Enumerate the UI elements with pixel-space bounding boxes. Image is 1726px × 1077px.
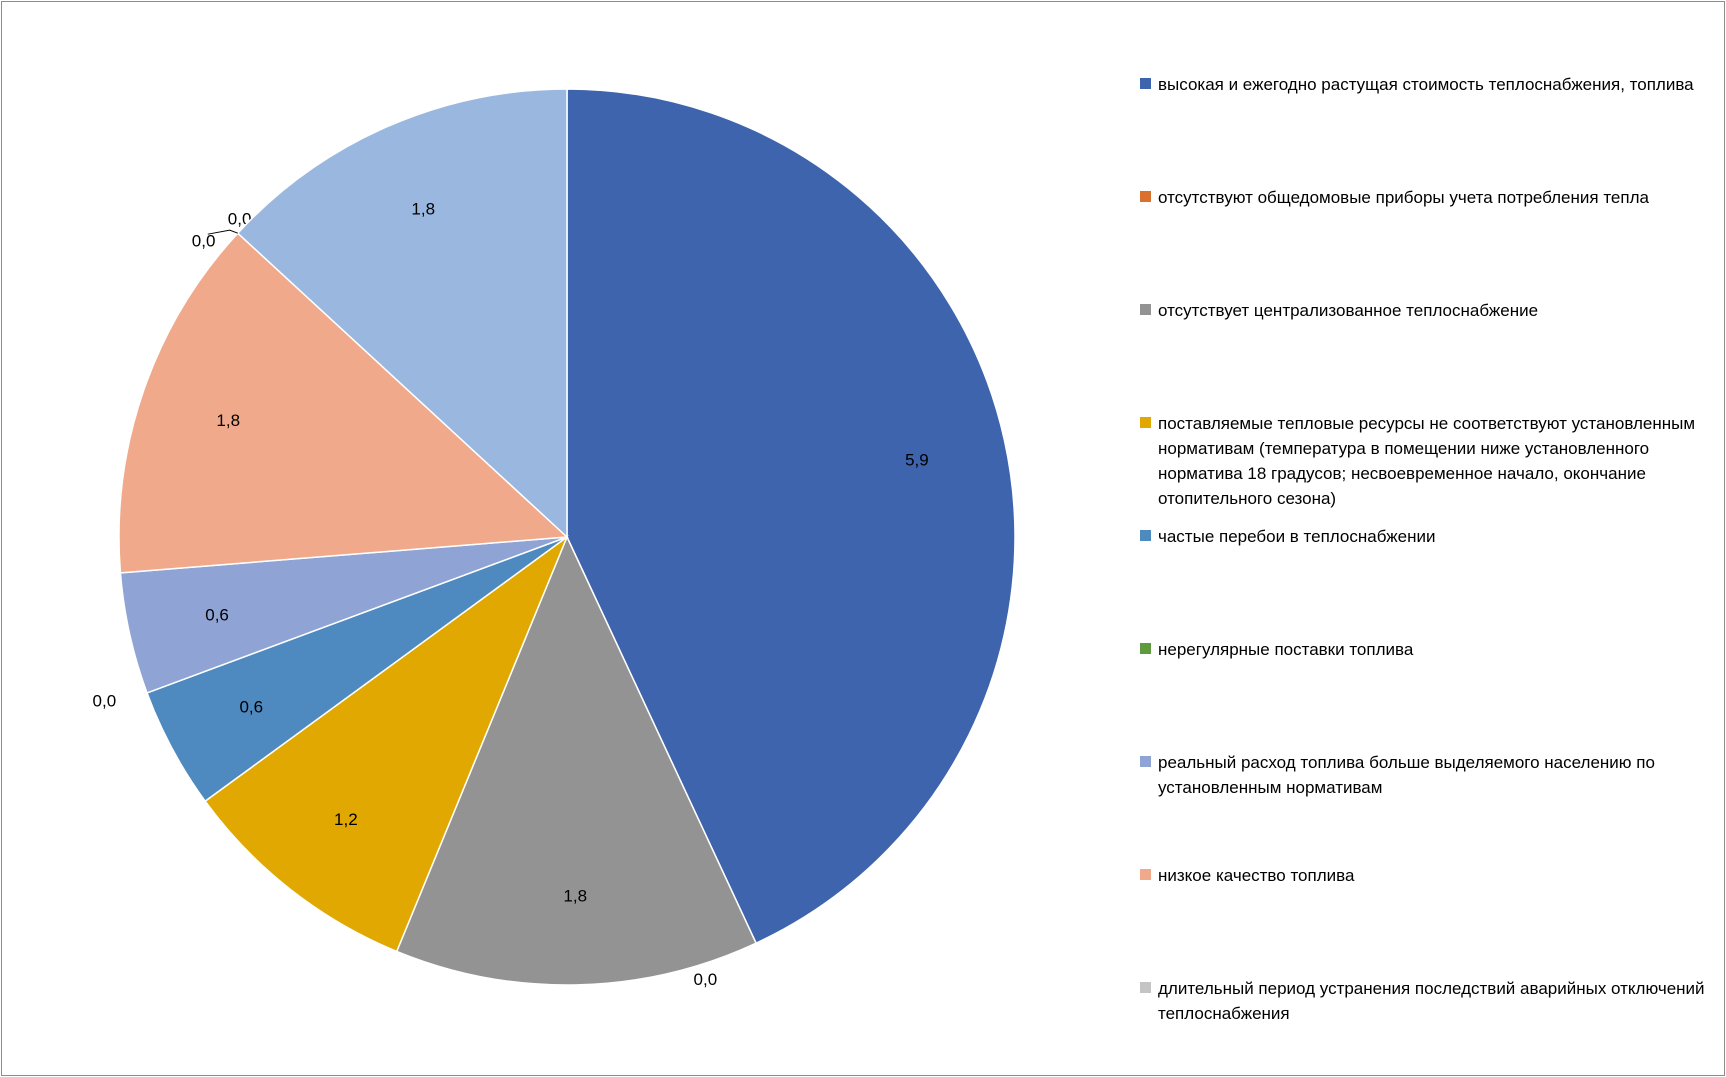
legend-item: нерегулярные поставки топлива — [1140, 637, 1720, 662]
legend-label: низкое качество топлива — [1158, 866, 1355, 885]
data-label: 0,0 — [694, 970, 718, 989]
data-label: 0,0 — [192, 231, 216, 250]
legend-item: частые перебои в теплоснабжении — [1140, 524, 1720, 549]
data-label: 0,6 — [205, 605, 229, 624]
legend-item: длительный период устранения последствий… — [1140, 976, 1720, 1026]
legend-item: отсутствует централизованное теплоснабже… — [1140, 298, 1720, 323]
legend-swatch — [1140, 191, 1151, 202]
legend-label: высокая и ежегодно растущая стоимость те… — [1158, 75, 1694, 94]
legend-label: нерегулярные поставки топлива — [1158, 640, 1414, 659]
legend-item: реальный расход топлива больше выделяемо… — [1140, 750, 1720, 800]
legend-label: частые перебои в теплоснабжении — [1158, 527, 1436, 546]
legend-swatch — [1140, 869, 1151, 880]
pie-slice — [395, 535, 758, 986]
data-label: 0,0 — [93, 692, 117, 711]
legend-label: отсутствуют общедомовые приборы учета по… — [1158, 188, 1649, 207]
data-label: 1,8 — [563, 886, 587, 905]
data-label: 1,8 — [411, 200, 435, 219]
legend-label: длительный период устранения последствий… — [1158, 979, 1705, 1023]
legend-swatch — [1140, 304, 1151, 315]
legend-item: поставляемые тепловые ресурсы не соответ… — [1140, 411, 1720, 511]
pie-slice — [118, 232, 569, 574]
legend: высокая и ежегодно растущая стоимость те… — [1140, 0, 1720, 1077]
data-label: 1,2 — [334, 810, 358, 829]
data-label: 1,8 — [216, 411, 240, 430]
legend-swatch — [1140, 643, 1151, 654]
legend-label: реальный расход топлива больше выделяемо… — [1158, 753, 1655, 797]
data-label: 0,0 — [228, 209, 252, 228]
legend-item: высокая и ежегодно растущая стоимость те… — [1140, 72, 1720, 97]
legend-label: поставляемые тепловые ресурсы не соответ… — [1158, 414, 1696, 508]
legend-label: отсутствует централизованное теплоснабже… — [1158, 301, 1539, 320]
data-label: 5,9 — [905, 451, 929, 470]
legend-swatch — [1140, 756, 1151, 767]
legend-swatch — [1140, 982, 1151, 993]
data-label: 0,6 — [239, 698, 263, 717]
legend-swatch — [1140, 78, 1151, 89]
legend-item: низкое качество топлива — [1140, 863, 1720, 888]
legend-swatch — [1140, 530, 1151, 541]
legend-item: отсутствуют общедомовые приборы учета по… — [1140, 185, 1720, 210]
pie-slice — [566, 88, 1016, 945]
pie-slice — [204, 534, 569, 953]
legend-swatch — [1140, 417, 1151, 428]
pie-slice — [236, 88, 568, 539]
leader-line — [207, 229, 238, 235]
